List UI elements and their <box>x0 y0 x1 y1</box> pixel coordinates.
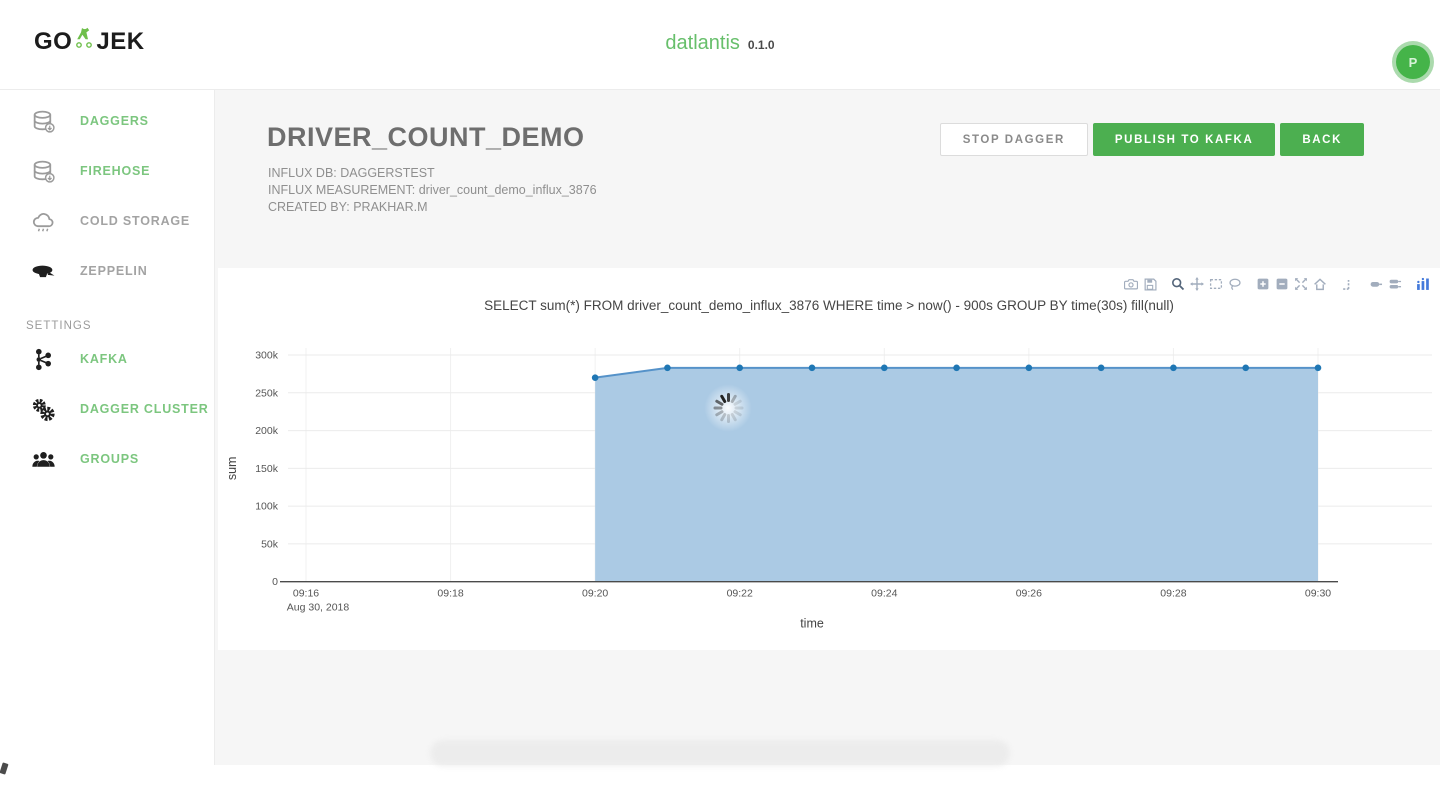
logo-text-jek: JEK <box>96 28 145 55</box>
back-button[interactable]: BACK <box>1280 123 1364 156</box>
sidebar: DAGGERS FIREHOSE COLD STORAGE ZEPPELIN S… <box>0 90 215 765</box>
svg-text:09:18: 09:18 <box>437 588 463 600</box>
zoom-out-icon[interactable] <box>1272 275 1291 292</box>
sidebar-item-label: GROUPS <box>80 452 139 466</box>
sidebar-item-firehose[interactable]: FIREHOSE <box>0 146 214 196</box>
cursor-artifact <box>0 762 9 775</box>
main-content: DRIVER_COUNT_DEMO INFLUX DB: DAGGERSTEST… <box>215 90 1440 766</box>
sidebar-item-cold-storage[interactable]: COLD STORAGE <box>0 196 214 246</box>
logo-text-go: GO <box>34 28 73 55</box>
sidebar-item-dagger-cluster[interactable]: DAGGER CLUSTER <box>0 384 214 434</box>
kafka-icon <box>30 346 56 372</box>
stop-dagger-button[interactable]: STOP DAGGER <box>939 123 1088 156</box>
pan-icon[interactable] <box>1187 275 1206 292</box>
spike-lines-icon[interactable] <box>1338 275 1357 292</box>
zeppelin-icon <box>30 258 56 284</box>
svg-text:0: 0 <box>272 576 278 588</box>
zoom-icon[interactable] <box>1168 275 1187 292</box>
svg-text:200k: 200k <box>255 425 279 437</box>
zoom-in-icon[interactable] <box>1253 275 1272 292</box>
publish-to-kafka-button[interactable]: PUBLISH TO KAFKA <box>1092 123 1276 156</box>
app-title: datlantis 0.1.0 <box>0 32 1440 55</box>
sidebar-item-label: COLD STORAGE <box>80 214 191 228</box>
svg-text:09:22: 09:22 <box>727 588 753 600</box>
svg-text:09:30: 09:30 <box>1305 588 1331 600</box>
save-icon[interactable] <box>1140 275 1159 292</box>
sidebar-item-label: DAGGER CLUSTER <box>80 402 209 416</box>
app-version: 0.1.0 <box>747 38 775 52</box>
avatar-initial: P <box>1408 54 1418 70</box>
database-icon <box>30 158 56 184</box>
scooter-icon <box>76 27 93 48</box>
svg-text:09:26: 09:26 <box>1016 588 1042 600</box>
svg-text:09:28: 09:28 <box>1160 588 1186 600</box>
sidebar-item-label: FIREHOSE <box>80 164 151 178</box>
box-select-icon[interactable] <box>1206 275 1225 292</box>
sidebar-item-daggers[interactable]: DAGGERS <box>0 96 214 146</box>
hover-compare-icon[interactable] <box>1385 275 1404 292</box>
created-by-meta: CREATED BY: PRAKHAR.M <box>268 200 428 214</box>
svg-text:50k: 50k <box>261 538 279 550</box>
gears-icon <box>30 396 56 422</box>
svg-text:150k: 150k <box>255 463 279 475</box>
sidebar-item-zeppelin[interactable]: ZEPPELIN <box>0 246 214 296</box>
influx-db-meta: INFLUX DB: DAGGERSTEST <box>268 166 435 180</box>
cloud-icon <box>30 208 56 234</box>
groups-icon <box>30 446 56 472</box>
svg-text:sum: sum <box>225 457 239 481</box>
sidebar-item-label: ZEPPELIN <box>80 264 148 278</box>
loading-spinner <box>704 384 752 432</box>
chart-card: SELECT sum(*) FROM driver_count_demo_inf… <box>218 268 1440 650</box>
svg-text:250k: 250k <box>255 387 279 399</box>
chart-title: SELECT sum(*) FROM driver_count_demo_inf… <box>484 298 1174 313</box>
plotly-modebar <box>1121 275 1432 292</box>
svg-text:Aug 30, 2018: Aug 30, 2018 <box>287 602 350 614</box>
svg-text:09:20: 09:20 <box>582 588 608 600</box>
hover-closest-icon[interactable] <box>1366 275 1385 292</box>
sidebar-item-kafka[interactable]: KAFKA <box>0 334 214 384</box>
bottom-shadow-artifact <box>430 740 1010 766</box>
top-header: GO JEK datlantis 0.1.0 P <box>0 0 1440 90</box>
app-name: datlantis <box>665 32 740 54</box>
autoscale-icon[interactable] <box>1291 275 1310 292</box>
action-buttons: STOP DAGGER PUBLISH TO KAFKA BACK <box>939 123 1364 156</box>
database-icon <box>30 108 56 134</box>
reset-axes-icon[interactable] <box>1310 275 1329 292</box>
svg-text:09:16: 09:16 <box>293 588 319 600</box>
user-avatar[interactable]: P <box>1396 45 1430 79</box>
lasso-icon[interactable] <box>1225 275 1244 292</box>
gojek-logo: GO JEK <box>34 27 145 56</box>
influx-measurement-meta: INFLUX MEASUREMENT: driver_count_demo_in… <box>268 183 597 197</box>
page-title: DRIVER_COUNT_DEMO <box>267 122 585 152</box>
plotly-logo-icon[interactable] <box>1413 275 1432 292</box>
chart-plot[interactable]: 0 50k 100k 150k 200k 250k 300k 09:16 09:18 09:20 0… <box>218 318 1440 650</box>
svg-text:100k: 100k <box>255 501 279 513</box>
svg-text:time: time <box>800 617 824 631</box>
svg-text:09:24: 09:24 <box>871 588 897 600</box>
settings-section-label: SETTINGS <box>26 320 92 332</box>
sidebar-item-groups[interactable]: GROUPS <box>0 434 214 484</box>
sidebar-item-label: KAFKA <box>80 352 128 366</box>
sidebar-item-label: DAGGERS <box>80 114 149 128</box>
camera-icon[interactable] <box>1121 275 1140 292</box>
svg-text:300k: 300k <box>255 350 279 362</box>
